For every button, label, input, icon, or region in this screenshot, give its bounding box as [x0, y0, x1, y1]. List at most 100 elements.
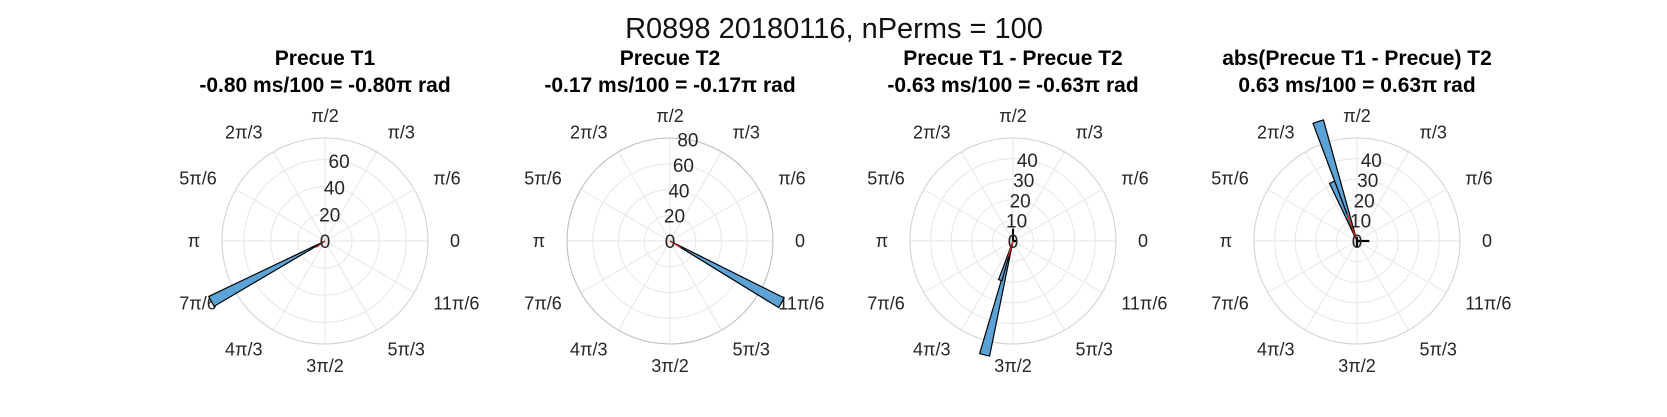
radial-gridline [1356, 151, 1409, 242]
angle-tick-label: 0 [795, 231, 805, 251]
mean-vector-line [1007, 240, 1014, 257]
histogram-bar [669, 240, 785, 309]
radial-gridline [324, 240, 415, 293]
mean-vector-line [315, 240, 326, 248]
polar-panel-2: Precue T2 -0.17 ms/100 = -0.17π rad 0 π/6 π/… [524, 47, 824, 376]
radial-tick-label: 40 [1017, 151, 1038, 172]
angle-tick-label: 11π/6 [1121, 294, 1167, 314]
angle-tick-label: π/3 [733, 123, 760, 143]
circular-gridline [643, 214, 697, 268]
angle-tick-label: 4π/3 [570, 339, 607, 359]
panel-subtitle: -0.63 ms/100 = -0.63π rad [887, 74, 1138, 97]
angle-tick-label: 0 [1138, 231, 1148, 251]
radial-gridline [1356, 189, 1447, 242]
radial-gridline [1012, 240, 1065, 331]
radial-tick-label: 40 [668, 181, 689, 202]
angle-tick-label: 5π/3 [388, 339, 425, 359]
radial-gridline [1305, 151, 1358, 242]
figure-title: R0898 20180116, nPerms = 100 [625, 13, 1043, 45]
circular-gridline [1335, 219, 1379, 263]
circular-gridline [1294, 178, 1420, 304]
angle-tick-label: π/3 [388, 123, 415, 143]
radial-tick-label: 0 [665, 232, 676, 253]
angle-tick-label: 7π/6 [1211, 294, 1248, 314]
polar-grid [1253, 137, 1461, 345]
radial-tick-labels: 0 20 40 60 80 [664, 131, 699, 253]
polar-panels: Precue T1 -0.80 ms/100 = -0.80π rad 0 π/6 π/… [179, 47, 1511, 376]
radial-tick-label: 60 [673, 156, 694, 177]
polar-panel-3: Precue T1 - Precue T2 -0.63 ms/100 = -0.6… [867, 47, 1167, 376]
angle-tick-label: 3π/2 [994, 356, 1031, 376]
panel-title: abs(Precue T1 - Precue) T2 [1222, 47, 1492, 70]
radial-gridline [324, 240, 377, 331]
radial-gridline [1012, 240, 1103, 293]
angle-tick-label: 2π/3 [225, 123, 262, 143]
angle-tick-label: 11π/6 [778, 294, 824, 314]
angle-tick-label: 3π/2 [1338, 356, 1375, 376]
polar-grid [221, 137, 429, 345]
radial-tick-label: 30 [1357, 171, 1378, 192]
radial-gridline [324, 151, 377, 242]
angle-tick-label: 11π/6 [1465, 294, 1511, 314]
radial-tick-label: 40 [1361, 151, 1382, 172]
radial-tick-label: 40 [324, 179, 345, 200]
circular-gridline [1315, 199, 1399, 283]
radial-tick-label: 20 [1354, 191, 1375, 212]
radial-tick-label: 20 [1010, 191, 1031, 212]
angle-tick-label: π/3 [1420, 123, 1447, 143]
angle-tick-label: 5π/6 [867, 169, 904, 189]
circular-gridline [950, 178, 1076, 304]
angle-tick-label: 11π/6 [433, 294, 479, 314]
mean-vector-line [669, 240, 682, 249]
circular-gridline [991, 219, 1035, 263]
angle-tick-label: π/6 [433, 169, 460, 189]
circular-gridline [592, 163, 748, 319]
angle-tick-label: 0 [1482, 231, 1492, 251]
mean-vector-line [1346, 213, 1358, 242]
histogram-bar [1328, 180, 1358, 242]
radial-gridline [1305, 240, 1358, 331]
radial-gridline [923, 240, 1014, 293]
radial-gridline [324, 189, 415, 242]
radial-tick-label: 0 [1352, 232, 1363, 253]
circular-gridline [297, 213, 353, 269]
angle-tick-label: 2π/3 [1257, 123, 1294, 143]
angle-tick-label: π/2 [999, 106, 1026, 126]
radial-gridline [1267, 189, 1358, 242]
angle-tick-label: 0 [450, 231, 460, 251]
angle-tick-label: 3π/2 [651, 356, 688, 376]
radial-gridline [1012, 189, 1103, 242]
radial-tick-label: 0 [320, 232, 331, 253]
radial-tick-label: 10 [1006, 212, 1027, 233]
circular-gridline [930, 158, 1096, 324]
panel-title: Precue T2 [620, 47, 720, 70]
polar-outer-ring [221, 137, 429, 345]
circular-gridline [1274, 158, 1440, 324]
angle-tick-label: π/2 [656, 106, 683, 126]
circular-gridline [270, 186, 380, 296]
angle-tick-label: π/3 [1076, 123, 1103, 143]
panel-subtitle: -0.17 ms/100 = -0.17π rad [544, 74, 795, 97]
radial-gridline [1012, 151, 1065, 242]
angle-tick-label: 7π/6 [179, 294, 216, 314]
angle-tick-label: π [188, 231, 200, 251]
polar-panel-4: abs(Precue T1 - Precue) T2 0.63 ms/100 = … [1211, 47, 1511, 376]
radial-tick-labels: 0 20 40 60 [319, 152, 350, 253]
angle-tick-label: 2π/3 [570, 123, 607, 143]
angle-tick-label: 5π/6 [179, 169, 216, 189]
angle-tick-label: π/6 [778, 169, 805, 189]
polar-grid [909, 137, 1117, 345]
radial-gridline [961, 240, 1014, 331]
polar-grid [566, 137, 774, 345]
angle-tick-label: 5π/6 [1211, 169, 1248, 189]
panel-subtitle: 0.63 ms/100 = 0.63π rad [1238, 74, 1475, 97]
radial-gridline [273, 151, 326, 242]
angle-tick-label: 2π/3 [913, 123, 950, 143]
angle-tick-label: 5π/3 [733, 339, 770, 359]
angle-tick-label: 4π/3 [913, 339, 950, 359]
histogram-bar [207, 240, 326, 308]
polar-outer-ring [909, 137, 1117, 345]
polar-outer-ring [1253, 137, 1461, 345]
